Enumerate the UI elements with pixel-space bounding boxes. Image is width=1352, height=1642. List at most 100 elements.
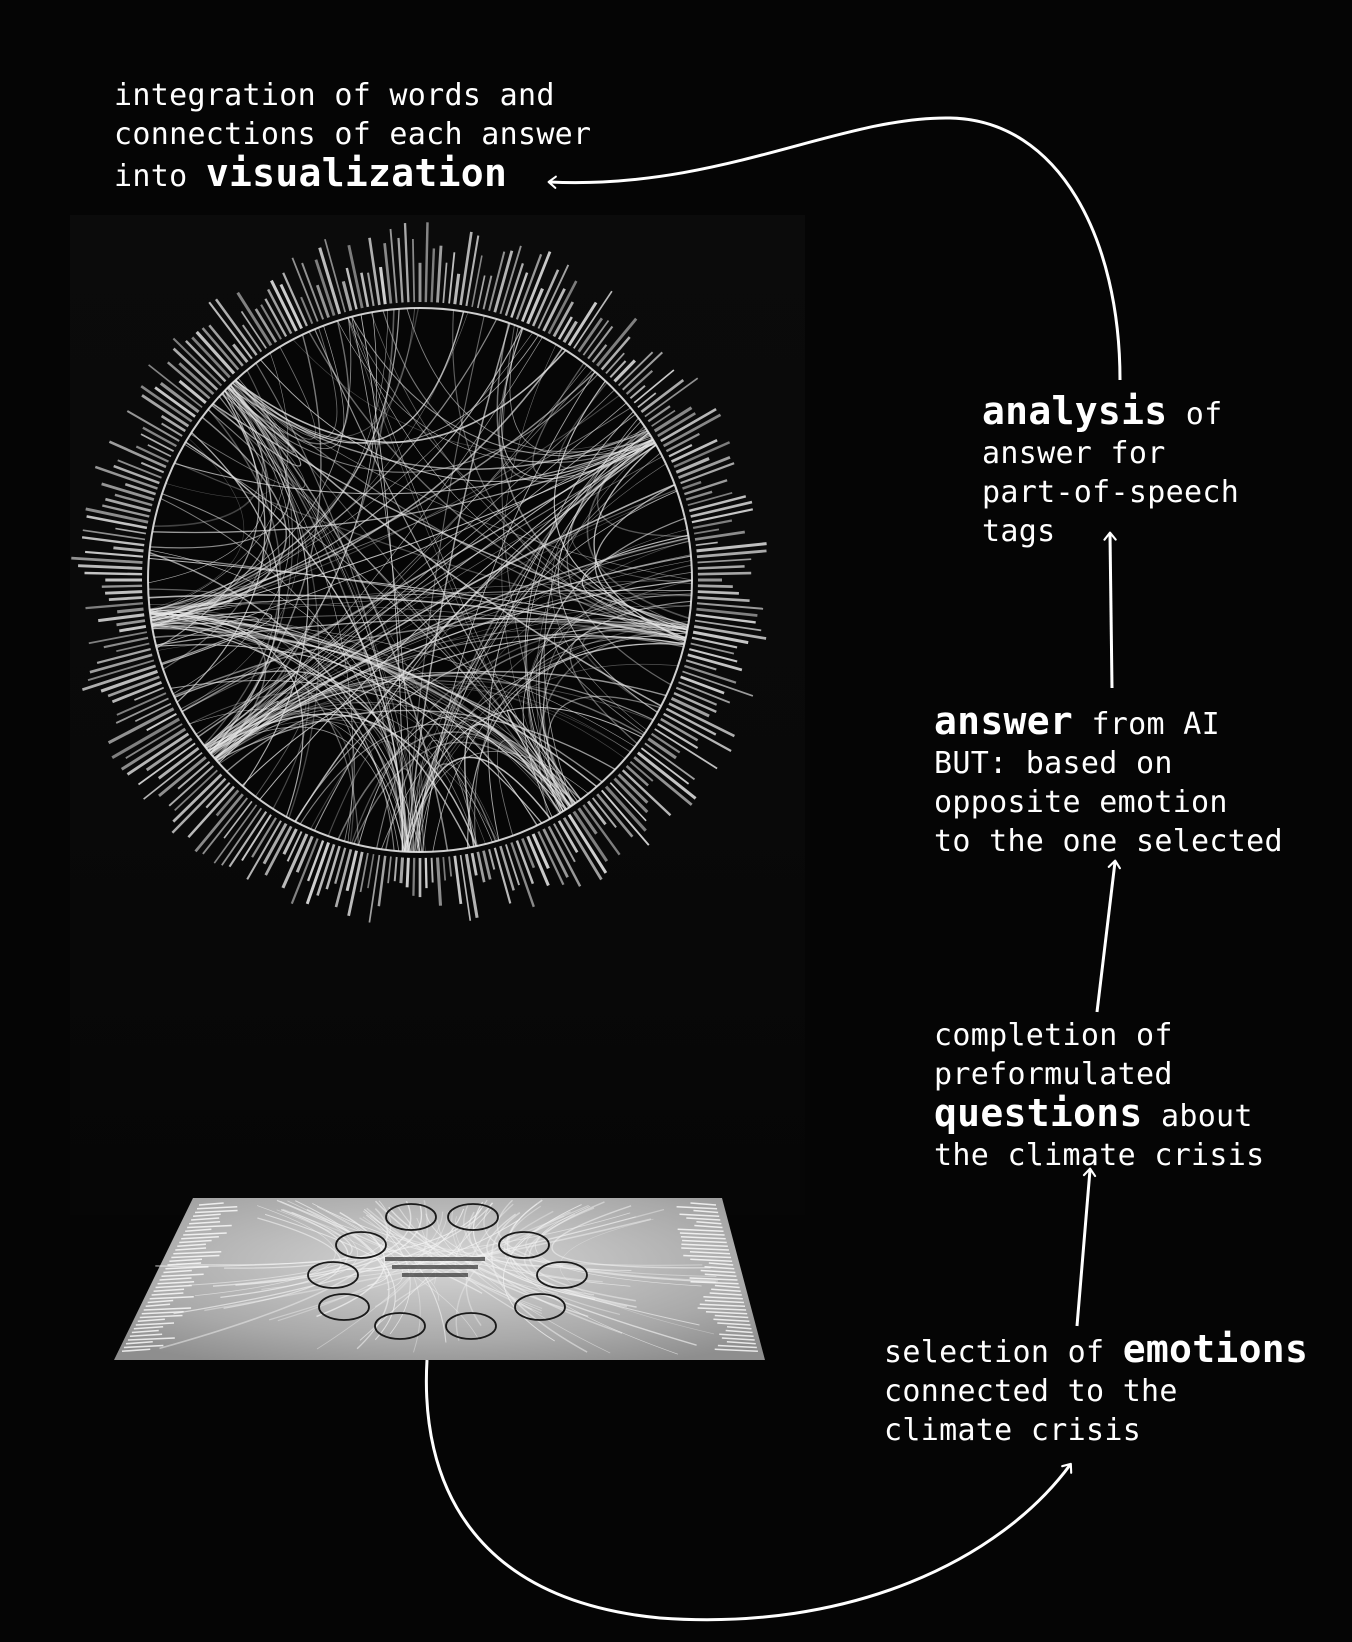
word-label-tick (448, 856, 453, 877)
word-label-tick (557, 820, 579, 853)
floor-chord-line (204, 1208, 665, 1312)
floor-word-tick (714, 1348, 758, 1353)
floor-chord-line (437, 1219, 559, 1294)
chord-line (214, 537, 689, 760)
word-label-tick (640, 747, 690, 785)
chord-line (216, 709, 616, 770)
chord-line (538, 517, 686, 806)
word-label-tick (142, 426, 177, 448)
questions-line-2: preformulated (934, 1057, 1173, 1092)
floor-word-tick (143, 1307, 192, 1311)
word-label-tick (697, 596, 750, 603)
word-label-tick (325, 845, 341, 890)
chord-line (152, 626, 582, 800)
word-label-tick (399, 857, 405, 884)
word-label-tick (697, 558, 752, 564)
word-label-tick (633, 756, 693, 806)
word-label-tick (368, 237, 381, 306)
floor-chord-line (295, 1200, 396, 1341)
word-label-tick (387, 856, 392, 884)
word-label-tick (316, 843, 336, 896)
word-label-tick (651, 409, 676, 427)
word-label-tick (687, 653, 743, 672)
floor-chord-line (504, 1205, 621, 1315)
flow-arrows (424, 116, 1122, 1622)
floor-word-tick (681, 1243, 728, 1248)
floor-word-tick (682, 1239, 727, 1244)
chord-line (292, 339, 649, 453)
word-label-tick (660, 407, 717, 443)
word-label-tick (86, 515, 148, 530)
analysis-keyword: analysis (982, 389, 1168, 433)
floor-word-tick (704, 1273, 737, 1278)
floor-word-tick (198, 1202, 224, 1206)
chord-line (418, 761, 424, 853)
floor-word-tick (708, 1262, 734, 1266)
floor-word-tick (177, 1243, 206, 1248)
word-label-tick (562, 320, 578, 344)
chord-line (151, 394, 620, 624)
word-label-tick (215, 789, 240, 817)
word-label-tick (85, 507, 149, 524)
floor-word-tick (133, 1325, 164, 1330)
floor-chord-line (346, 1208, 465, 1271)
answer-keyword: answer (934, 699, 1074, 743)
answer-line-3: opposite emotion (934, 785, 1228, 820)
step-questions-label: completion of preformulated questions ab… (934, 1016, 1265, 1175)
word-label-tick (526, 835, 550, 887)
floor-chord-line (316, 1211, 386, 1318)
word-label-tick (178, 362, 215, 396)
chord-line (347, 317, 687, 634)
word-label-tick (682, 670, 754, 697)
word-label-tick (689, 648, 738, 663)
word-label-tick (315, 284, 330, 318)
word-label-tick (177, 760, 211, 790)
chord-line (149, 407, 631, 612)
word-label-tick (208, 324, 244, 367)
chord-line (411, 739, 478, 852)
floor-word-tick (711, 1288, 741, 1293)
word-label-tick (88, 631, 148, 645)
emotion-oval (498, 1231, 550, 1259)
floor-chord-lines (155, 1199, 718, 1355)
chord-line (347, 317, 688, 629)
chord-line (403, 452, 661, 852)
word-label-tick (654, 728, 718, 770)
word-label-tick (470, 852, 478, 876)
word-label-tick (147, 444, 172, 458)
word-label-tick (87, 659, 155, 682)
chord-line (432, 632, 687, 852)
word-label-tick (160, 414, 186, 433)
floor-word-tick (689, 1277, 738, 1281)
floor-word-tick (725, 1329, 753, 1334)
chord-line (543, 564, 692, 808)
word-label-tick (103, 636, 149, 649)
chord-line (149, 603, 686, 640)
word-label-tick (117, 607, 144, 614)
word-label-tick (124, 482, 157, 496)
word-label-tick (696, 542, 767, 553)
floor-chord-line (325, 1210, 440, 1301)
word-label-tick (241, 324, 263, 353)
chord-line (155, 434, 651, 646)
chord-line (229, 384, 405, 852)
floor-word-tick (196, 1205, 238, 1210)
word-label-tick (644, 742, 696, 781)
chord-line (234, 380, 571, 807)
chord-line (210, 680, 653, 755)
step-visualization-label: integration of words and connections of … (114, 76, 591, 196)
chord-line (150, 604, 242, 621)
word-label-tick (448, 252, 456, 304)
chord-line (581, 534, 689, 631)
floor-word-tick (149, 1295, 194, 1300)
word-label-tick (172, 773, 223, 823)
floor-word-tick (709, 1292, 742, 1296)
word-label-tick (459, 231, 473, 306)
word-label-tick (111, 717, 180, 760)
word-label-tick (662, 413, 722, 448)
word-label-tick (191, 336, 231, 379)
word-label-tick (647, 405, 671, 423)
chord-line (149, 613, 471, 848)
word-label-tick (665, 707, 717, 736)
word-label-tick (596, 317, 638, 367)
